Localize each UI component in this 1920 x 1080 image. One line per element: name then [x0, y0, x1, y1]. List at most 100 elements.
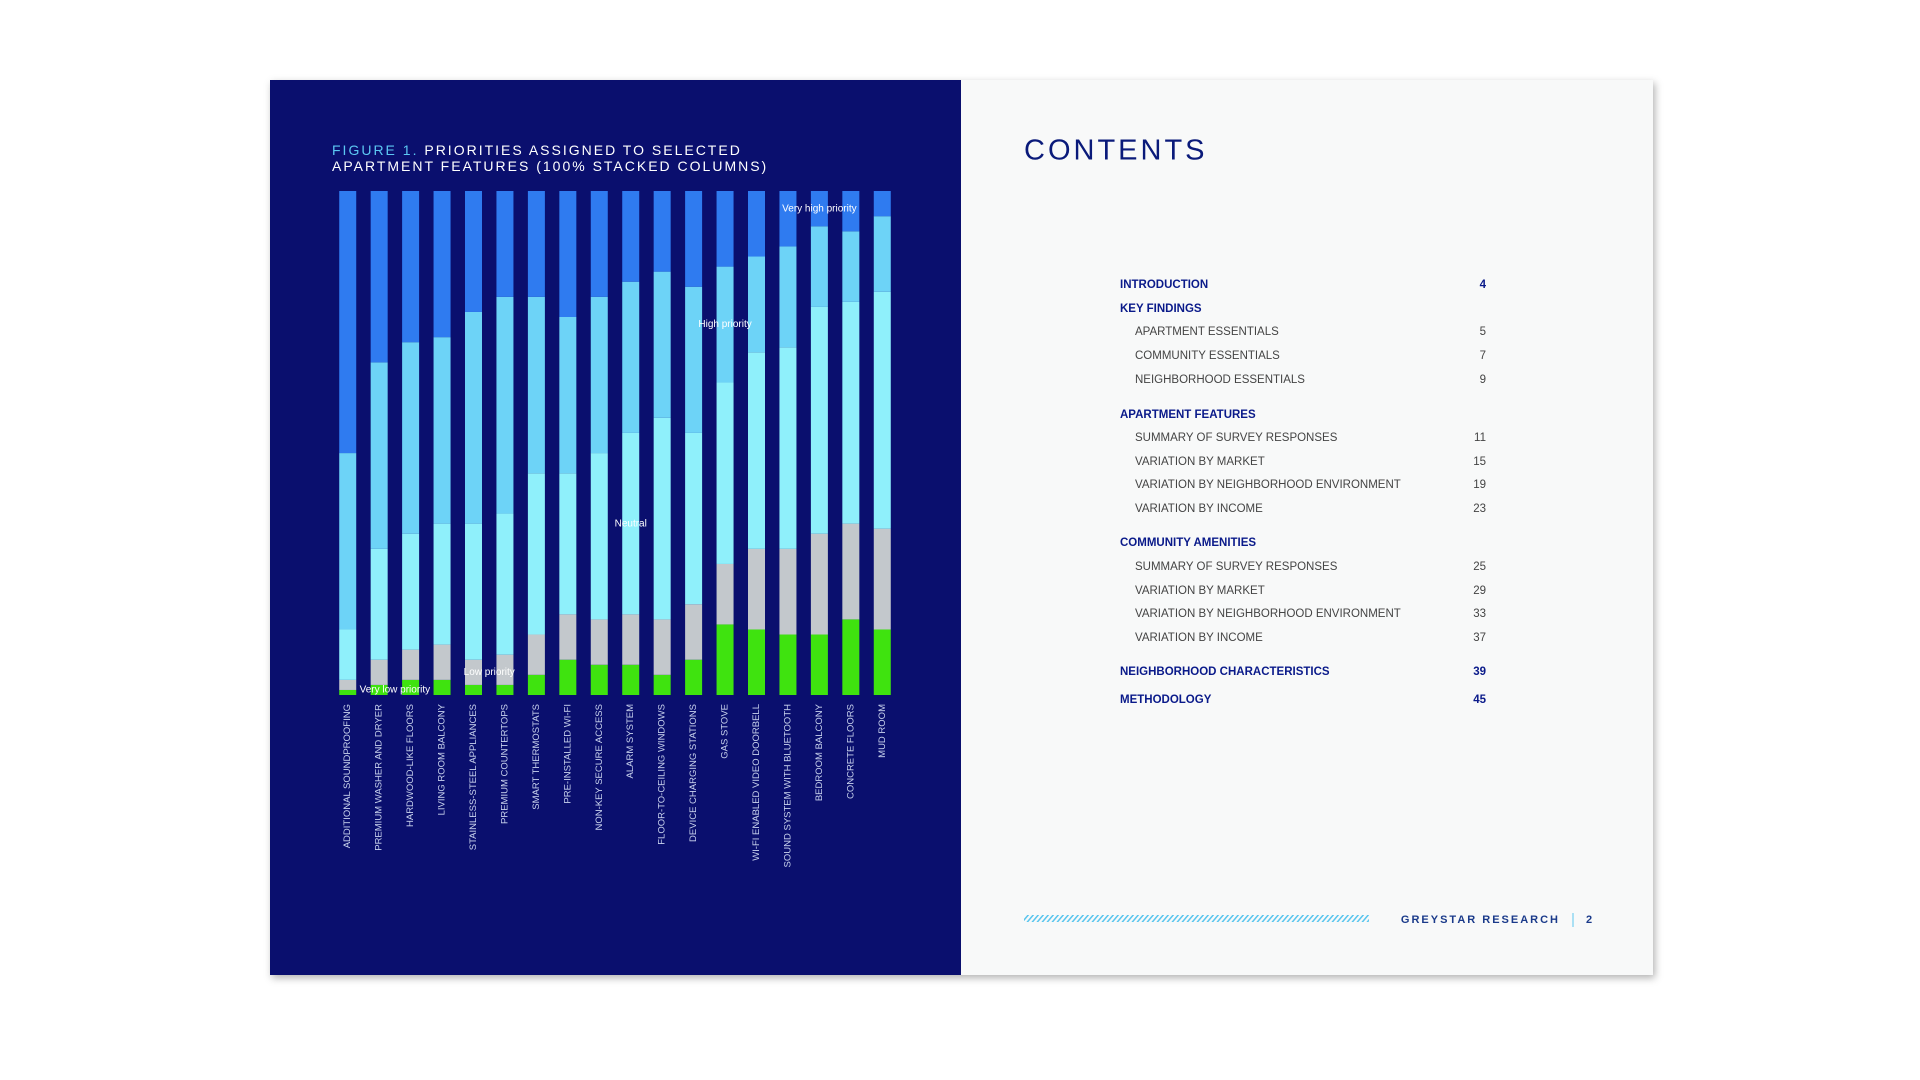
- chart-title: FIGURE 1. PRIORITIES ASSIGNED TO SELECTE…: [332, 142, 768, 174]
- series-label: Neutral: [615, 518, 647, 529]
- bar-segment: [402, 533, 420, 650]
- bar-segment: [748, 548, 765, 630]
- bar-segment: [370, 548, 388, 660]
- bar-segment: [842, 523, 860, 620]
- x-tick-label: WI-FI ENABLED VIDEO DOORBELL: [751, 704, 762, 861]
- bar-segment: [716, 563, 734, 625]
- page-number: 37: [1473, 632, 1486, 644]
- bar-segment: [465, 191, 482, 312]
- bar-segment: [810, 226, 828, 307]
- bar-segment: [779, 191, 797, 247]
- chart: FIGURE 1. PRIORITIES ASSIGNED TO SELECTE…: [332, 142, 891, 867]
- bar-segment: [370, 659, 388, 685]
- series-label: Very low priority: [360, 685, 431, 696]
- bar-segment: [402, 679, 420, 695]
- bar-segment: [496, 191, 514, 297]
- bar-segment: [653, 191, 671, 272]
- bar-segment: [622, 281, 640, 433]
- subsection: VARIATION BY NEIGHBORHOOD ENVIRONMENT: [1135, 479, 1401, 491]
- bar-segment: [433, 679, 451, 695]
- bar-segment: [779, 347, 797, 549]
- bar-segment: [559, 659, 577, 695]
- series-label: Low priority: [464, 667, 515, 678]
- bar-segment: [622, 432, 640, 615]
- title-text: PRIORITIES ASSIGNED TO SELECTED: [424, 142, 741, 158]
- bar-segment: [810, 533, 828, 635]
- subsection: APARTMENT ESSENTIALS: [1135, 326, 1279, 338]
- bar-segment: [590, 296, 608, 454]
- bar-segment: [873, 528, 891, 630]
- subsection: VARIATION BY MARKET: [1135, 456, 1265, 468]
- bar-segment: [433, 523, 451, 645]
- bar-segment: [653, 619, 671, 675]
- page-number: 5: [1480, 326, 1486, 338]
- series-label: High priority: [698, 319, 751, 330]
- figure-label: FIGURE 1.: [332, 142, 424, 158]
- section-heading: INTRODUCTION: [1120, 279, 1208, 291]
- subsection: VARIATION BY NEIGHBORHOOD ENVIRONMENT: [1135, 608, 1401, 620]
- page-number: 23: [1473, 503, 1486, 515]
- bar-segment: [559, 614, 577, 660]
- bar-segment: [842, 301, 860, 524]
- bar-segment: [716, 624, 734, 695]
- bar-segment: [685, 604, 703, 660]
- x-tick-label: NON-KEY SECURE ACCESS: [594, 704, 605, 831]
- bar-segment: [559, 473, 577, 615]
- x-tick-label: PREMIUM COUNTERTOPS: [499, 704, 510, 824]
- footer-publisher: GREYSTAR RESEARCH: [1401, 914, 1560, 926]
- bar-segment: [842, 191, 860, 232]
- page-number: 25: [1473, 561, 1486, 573]
- bar-segment: [339, 191, 357, 454]
- series-label: Very high priority: [782, 203, 856, 214]
- bar-segment: [465, 684, 482, 695]
- bar-segment: [810, 191, 828, 227]
- x-tick-label: HARDWOOD-LIKE FLOORS: [405, 704, 416, 827]
- bar-segment: [402, 342, 420, 534]
- bar-segment: [748, 352, 765, 549]
- bar-segment: [748, 256, 765, 353]
- contents-title: CONTENTS: [1024, 135, 1208, 167]
- bar-segment: [842, 231, 860, 302]
- bar-segment: [779, 634, 797, 695]
- bar-segment: [685, 432, 703, 605]
- bar-segment: [810, 306, 828, 534]
- bar-segment: [590, 191, 608, 297]
- page-number: 29: [1473, 585, 1486, 597]
- bar-segment: [496, 684, 514, 695]
- x-tick-label: PREMIUM WASHER AND DRYER: [374, 704, 385, 851]
- bar-segment: [370, 191, 388, 363]
- bar-segment: [653, 417, 671, 620]
- section-heading: APARTMENT FEATURES: [1120, 409, 1256, 421]
- bar-segment: [842, 619, 860, 695]
- bar-segment: [433, 337, 451, 524]
- x-tick-label: LIVING ROOM BALCONY: [437, 703, 448, 815]
- page-number: 4: [1480, 279, 1487, 291]
- subsection: VARIATION BY INCOME: [1135, 632, 1263, 644]
- bar-segment: [339, 689, 357, 695]
- x-tick-label: ALARM SYSTEM: [625, 704, 636, 779]
- subsection: VARIATION BY MARKET: [1135, 585, 1265, 597]
- contents: CONTENTS INTRODUCTION 4 KEY FINDINGS APARTME…: [1024, 135, 1592, 927]
- bar-segment: [685, 286, 703, 433]
- page-number: 11: [1474, 432, 1486, 444]
- bar-segment: [716, 266, 734, 383]
- subsection: VARIATION BY INCOME: [1135, 503, 1263, 515]
- page-number: 15: [1473, 456, 1486, 468]
- bar-segment: [779, 246, 797, 348]
- bar-segment: [873, 216, 891, 292]
- bar-segment: [685, 659, 703, 695]
- bar-segment: [873, 629, 891, 695]
- section-heading: NEIGHBORHOOD CHARACTERISTICS: [1120, 666, 1330, 678]
- bar-segment: [590, 453, 608, 620]
- subsection: COMMUNITY ESSENTIALS: [1135, 350, 1280, 362]
- bar-segment: [527, 473, 545, 635]
- bar-segment: [433, 644, 451, 680]
- bar-segment: [402, 649, 420, 680]
- x-tick-label: SMART THERMOSTATS: [531, 704, 542, 810]
- bar-segment: [496, 513, 514, 655]
- bar-segment: [653, 271, 671, 418]
- footer-page: 2: [1586, 914, 1592, 926]
- bar-segment: [810, 634, 828, 695]
- x-tick-label: DEVICE CHARGING STATIONS: [688, 704, 699, 842]
